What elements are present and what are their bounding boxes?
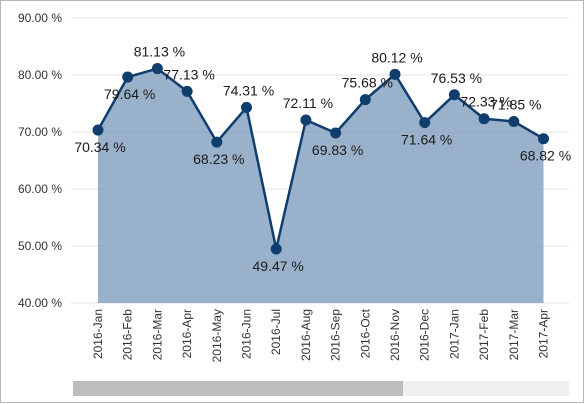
x-tick-label: 2017-Feb (477, 309, 491, 361)
horizontal-scrollbar[interactable] (73, 381, 569, 396)
y-tick-label: 90.00 % (18, 11, 62, 25)
data-point[interactable] (181, 85, 193, 97)
data-label: 72.33 % (460, 94, 511, 110)
x-tick-label: 2017-Mar (507, 309, 521, 360)
data-point[interactable] (508, 115, 520, 127)
data-label: 49.47 % (253, 258, 304, 274)
y-tick-label: 50.00 % (18, 239, 62, 253)
x-axis: 2016-Jan 2016-Feb 2016-Mar 2016-Apr 2016-May… (91, 308, 551, 362)
data-label: 71.85 % (490, 96, 541, 112)
data-point[interactable] (122, 71, 134, 83)
x-tick-label: 2016-Jun (240, 309, 254, 359)
data-label: 71.64 % (401, 132, 452, 148)
x-tick-label: 2016-Dec (418, 309, 432, 361)
y-tick-label: 60.00 % (18, 182, 62, 196)
x-tick-label: 2016-Oct (358, 308, 372, 358)
data-point[interactable] (151, 63, 163, 75)
data-labels: 70.34 % 79.64 % 81.13 % 77.13 % 68.23 % 74.31… (74, 44, 571, 274)
data-label: 70.34 % (74, 139, 125, 155)
data-point[interactable] (448, 89, 460, 101)
data-point[interactable] (478, 113, 490, 125)
x-tick-label: 2016-Jul (269, 309, 283, 355)
y-tick-label: 40.00 % (18, 296, 62, 310)
x-tick-label: 2016-Jan (91, 309, 105, 359)
data-label: 69.83 % (312, 142, 363, 158)
data-point[interactable] (211, 136, 223, 148)
data-label: 68.23 % (193, 151, 244, 167)
data-point[interactable] (92, 124, 104, 136)
x-tick-label: 2017-Apr (537, 309, 551, 358)
data-label: 76.53 % (431, 70, 482, 86)
data-point[interactable] (241, 101, 252, 113)
data-point[interactable] (330, 127, 342, 139)
data-label: 77.13 % (163, 66, 214, 82)
y-tick-label: 70.00 % (18, 125, 62, 139)
y-tick-label: 80.00 % (18, 68, 62, 82)
data-point[interactable] (300, 114, 312, 126)
x-tick-label: 2016-Aug (299, 309, 313, 361)
data-label: 74.31 % (223, 82, 274, 98)
x-tick-label: 2017-Jan (447, 309, 461, 359)
y-axis: 40.00 % 50.00 % 60.00 % 70.00 % 80.00 % 90.00… (18, 11, 62, 310)
data-label: 75.68 % (342, 75, 393, 91)
data-point[interactable] (359, 94, 371, 106)
x-tick-label: 2016-Feb (121, 309, 135, 361)
x-tick-label: 2016-Sep (329, 309, 343, 361)
data-label: 72.11 % (283, 95, 333, 111)
series-line (96, 67, 545, 251)
data-point[interactable] (538, 133, 549, 145)
data-point[interactable] (270, 243, 282, 255)
data-label: 68.82 % (520, 148, 571, 164)
data-label: 79.64 % (104, 86, 155, 102)
scrollbar-thumb[interactable] (73, 381, 403, 396)
data-point[interactable] (389, 68, 401, 80)
x-tick-label: 2016-Apr (180, 309, 194, 358)
area-fill (98, 68, 544, 304)
data-label: 80.12 % (371, 49, 422, 65)
x-tick-label: 2016-May (210, 309, 224, 362)
x-tick-label: 2016-Mar (150, 309, 164, 360)
data-markers (92, 63, 549, 255)
data-point[interactable] (419, 117, 431, 129)
data-label: 81.13 % (134, 44, 185, 60)
x-tick-label: 2016-Nov (388, 309, 402, 361)
